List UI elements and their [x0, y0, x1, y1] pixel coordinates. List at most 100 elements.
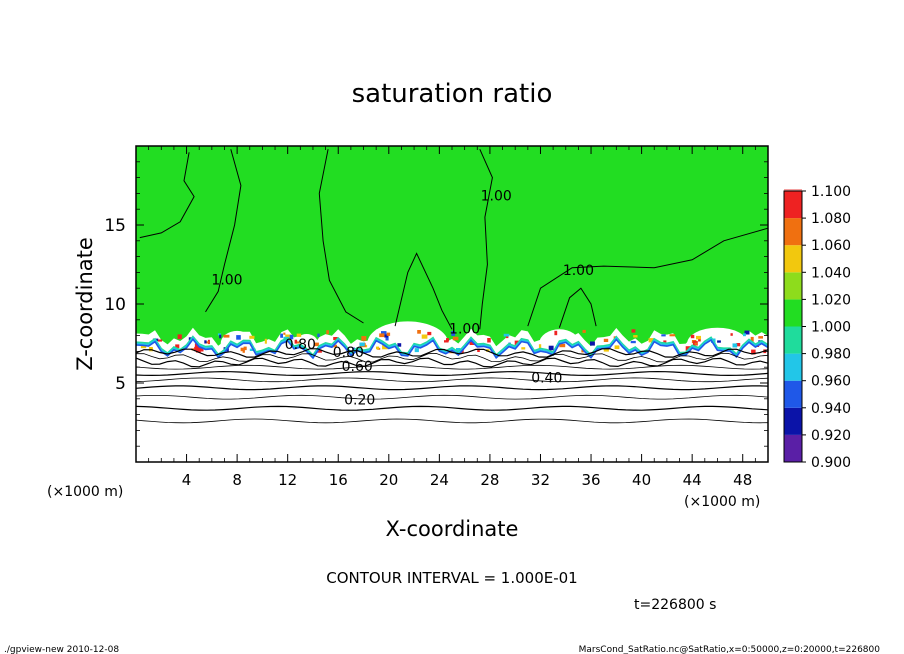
contour-line [135, 364, 769, 370]
supersaturation-speck [743, 333, 746, 337]
colorbar-label: 1.100 [811, 184, 851, 200]
colorbar-segment [784, 434, 802, 462]
supersaturation-speck [317, 333, 320, 338]
colorbar-label: 1.020 [811, 292, 851, 308]
supersaturation-speck [548, 345, 554, 351]
supersaturation-speck [751, 349, 756, 355]
supersaturation-speck [397, 343, 402, 347]
contour-label: 0.80 [333, 345, 364, 361]
supersaturation-speck [582, 329, 586, 333]
colorbar-segment [784, 191, 802, 219]
contour-line [527, 227, 769, 327]
filled-regions [135, 146, 769, 366]
supersaturation-speck [217, 333, 221, 336]
supersaturation-speck [456, 348, 461, 352]
supersaturation-speck [382, 344, 388, 350]
supersaturation-speck [283, 332, 286, 335]
supersaturation-speck [205, 341, 209, 344]
supersaturation-speck [469, 341, 476, 345]
supersaturation-speck [198, 346, 204, 352]
footer-right: MarsCond_SatRatio.nc@SatRatio,x=0:50000,… [579, 645, 881, 654]
supersaturation-speck [249, 335, 255, 339]
supersaturation-speck [359, 342, 365, 347]
supersaturation-speck [451, 331, 456, 336]
contour-label: 0.80 [285, 337, 316, 353]
supersaturation-speck [314, 342, 319, 347]
chart-title: saturation ratio [352, 79, 553, 109]
supersaturation-speck [732, 343, 738, 348]
y-axis-label: Z-coordinate [73, 237, 97, 371]
supersaturation-speck [427, 331, 432, 336]
supersaturation-speck [631, 329, 636, 333]
supersaturation-speck [590, 341, 595, 346]
supersaturation-speck [690, 334, 695, 339]
contour-line [135, 377, 769, 383]
colorbar-label: 1.040 [811, 265, 851, 281]
contour-label: 0.60 [342, 359, 373, 375]
contour-label: 1.00 [211, 272, 242, 288]
x-tick-label: 4 [182, 471, 192, 489]
contour-label: 1.00 [563, 263, 594, 279]
supersaturation-speck [264, 338, 267, 344]
x-tick-label: 20 [379, 471, 398, 489]
contour-label: 0.20 [344, 392, 375, 408]
contour-line [135, 357, 769, 368]
supersaturation-speck [381, 331, 387, 335]
supersaturation-speck [503, 333, 510, 337]
contour-line [394, 252, 453, 330]
contour-line [318, 149, 364, 324]
supersaturation-speck [444, 340, 449, 343]
contour-line [135, 385, 769, 391]
x-tick-label: 24 [430, 471, 449, 489]
colorbar-label: 1.060 [811, 238, 851, 254]
supersaturation-speck [157, 339, 163, 342]
x-tick-label: 8 [232, 471, 242, 489]
colorbar-segment [784, 245, 802, 273]
colorbar-label: 1.000 [811, 320, 851, 336]
supersaturation-speck [236, 335, 241, 340]
contour-line [135, 370, 769, 377]
y-tick-label: 10 [104, 295, 126, 315]
supersaturation-speck [204, 340, 207, 344]
colorbar-label: 1.080 [811, 211, 851, 227]
supersaturation-speck [603, 338, 609, 342]
contour-line [135, 418, 769, 424]
supersaturation-speck [326, 330, 329, 335]
supersaturation-speck [386, 332, 391, 336]
supersaturation-speck [452, 336, 459, 341]
saturated-region [136, 146, 768, 347]
supersaturation-speck [633, 335, 638, 338]
y-tick-label: 15 [104, 216, 126, 236]
supersaturation-speck [219, 334, 222, 339]
x-tick-label: 12 [278, 471, 297, 489]
colorbar-segment [784, 353, 802, 381]
transition-band [135, 336, 769, 358]
colorbar-segment [784, 272, 802, 300]
supersaturation-speck [521, 347, 526, 350]
supersaturation-speck [661, 334, 666, 337]
contour-label: 1.00 [449, 321, 480, 337]
supersaturation-speck [446, 338, 449, 342]
supersaturation-speck [317, 349, 322, 353]
supersaturation-speck [648, 338, 654, 343]
supersaturation-speck [614, 345, 620, 350]
supersaturation-speck [514, 340, 519, 346]
supersaturation-speck [736, 343, 741, 347]
contour-line [135, 405, 769, 411]
supersaturation-speck [361, 336, 367, 341]
supersaturation-speck [294, 339, 298, 344]
supersaturation-speck [538, 344, 542, 349]
supersaturation-speck [384, 334, 389, 338]
colorbar-label: 0.920 [811, 428, 851, 444]
supersaturation-speck [663, 340, 667, 344]
supersaturation-speck [477, 348, 480, 352]
supersaturation-speck [243, 346, 247, 351]
contour-lines [135, 148, 769, 424]
supersaturation-speck [194, 346, 200, 352]
colorbar-label: 0.900 [811, 455, 851, 471]
supersaturation-speck [194, 343, 200, 349]
supersaturation-speck [379, 333, 385, 338]
supersaturation-speck [694, 342, 698, 345]
x-tick-label: 16 [329, 471, 348, 489]
